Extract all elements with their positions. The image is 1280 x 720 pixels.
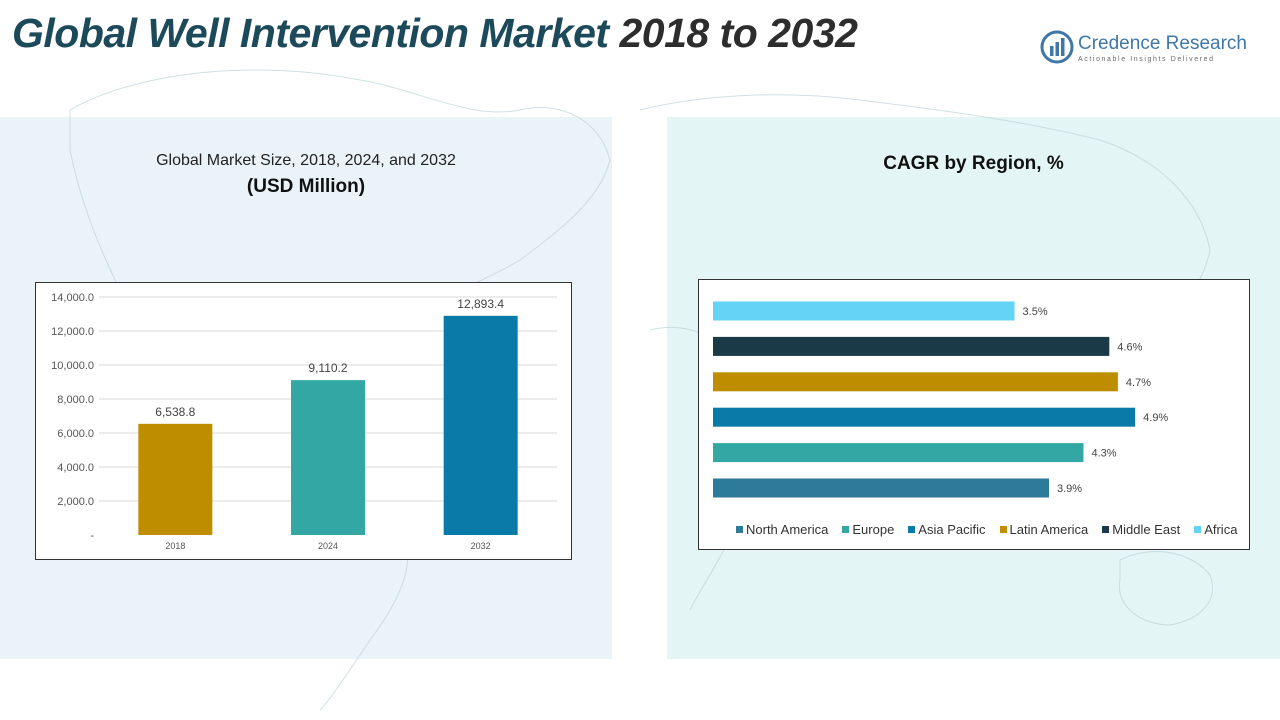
cagr-bar-europe	[713, 443, 1084, 463]
cagr-bar-north-america	[713, 478, 1049, 498]
legend-label: North America	[746, 522, 829, 537]
y-tick-label: 10,000.0	[51, 360, 94, 372]
page-title-highlight: Global Well Intervention Market	[12, 10, 609, 56]
cagr-bar-chart: 3.5% 4.6% 4.7% 4.9% 4.3% 3.9%	[713, 301, 1168, 498]
market-size-subtitle: Global Market Size, 2018, 2024, and 2032	[156, 152, 456, 169]
logo-name: Credence Research	[1078, 33, 1247, 54]
legend-swatch	[842, 526, 850, 533]
page-title-years: 2018 to 2032	[608, 10, 858, 56]
cagr-legend: North America Europe Asia Pacific Latin Ame…	[736, 522, 1237, 537]
y-tick-label: -	[90, 530, 94, 542]
legend-label: Africa	[1204, 522, 1238, 537]
cagr-bar-middle-east	[713, 336, 1110, 356]
legend-swatch	[999, 526, 1007, 533]
legend-item-middle-east: Middle East	[1102, 522, 1180, 537]
bar-2018	[138, 423, 213, 535]
brand-logo: Credence Research Actionable Insights De…	[1040, 30, 1260, 70]
y-tick-label: 4,000.0	[57, 462, 94, 474]
x-tick-label: 2018	[165, 541, 185, 551]
legend-label: Europe	[852, 522, 895, 537]
y-tick-label: 14,000.0	[51, 292, 94, 304]
x-tick-label: 2032	[471, 541, 491, 551]
cagr-chart-title: CAGR by Region, %	[883, 153, 1064, 174]
market-size-bar-chart: - 2,000.0 4,000.0 6,000.0 8,000.0 10,000.0 12,…	[51, 292, 557, 551]
page-title: Global Well Intervention Market 2018 to …	[12, 10, 858, 57]
market-size-unit: (USD Million)	[246, 176, 366, 197]
y-tick-label: 6,000.0	[57, 428, 94, 440]
y-tick-label: 12,000.0	[51, 326, 94, 338]
cagr-bar-africa	[713, 301, 1015, 321]
legend-swatch	[1102, 526, 1110, 533]
legend-label: Asia Pacific	[918, 522, 986, 537]
legend-label: Middle East	[1112, 522, 1181, 537]
bar-2024	[291, 380, 365, 535]
legend-item-latin-america: Latin America	[999, 522, 1089, 537]
legend-swatch	[736, 526, 743, 533]
cagr-data-label: 3.9%	[1057, 483, 1082, 495]
bar-data-label: 6,538.8	[155, 405, 195, 419]
y-tick-label: 2,000.0	[57, 496, 94, 508]
bar-data-label: 12,893.4	[457, 297, 504, 311]
cagr-data-label: 3.5%	[1023, 306, 1048, 318]
cagr-data-label: 4.9%	[1143, 412, 1168, 424]
logo-tagline: Actionable Insights Delivered	[1078, 56, 1215, 63]
legend-item-north-america: North America	[736, 522, 828, 537]
legend-item-europe: Europe	[842, 522, 894, 537]
legend-item-asia-pacific: Asia Pacific	[908, 522, 986, 537]
cagr-data-label: 4.7%	[1126, 377, 1151, 389]
logo-bars-icon	[1040, 30, 1074, 64]
cagr-bar-asia-pacific	[713, 407, 1136, 427]
bar-data-label: 9,110.2	[308, 361, 347, 375]
cagr-data-label: 4.6%	[1117, 341, 1142, 353]
legend-swatch	[908, 526, 916, 533]
cagr-bar-latin-america	[713, 372, 1118, 392]
x-tick-label: 2024	[318, 541, 338, 551]
legend-item-africa: Africa	[1194, 522, 1237, 537]
bar-2032	[443, 315, 518, 535]
legend-label: Latin America	[1009, 522, 1089, 537]
y-tick-label: 8,000.0	[57, 394, 94, 406]
legend-swatch	[1194, 526, 1202, 533]
cagr-data-label: 4.3%	[1091, 448, 1116, 460]
